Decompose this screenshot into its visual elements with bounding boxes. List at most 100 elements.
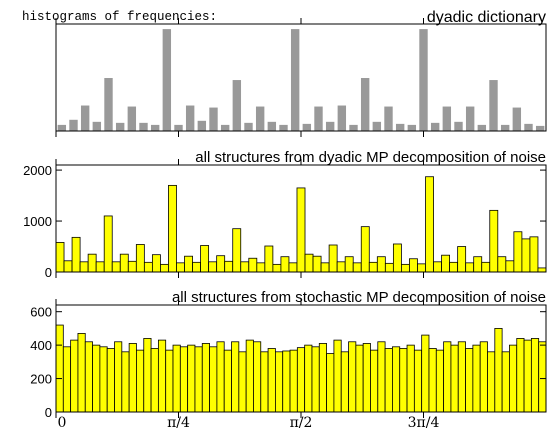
bar xyxy=(92,121,102,131)
bar xyxy=(336,261,346,273)
y-tick-label: 1000 xyxy=(23,214,52,229)
bar xyxy=(457,246,467,273)
bar xyxy=(489,80,498,131)
bar xyxy=(505,260,515,273)
bar xyxy=(501,351,510,413)
bar xyxy=(99,346,108,413)
bar xyxy=(392,243,402,273)
bar xyxy=(443,341,452,413)
bar xyxy=(360,78,370,131)
y-tick-label: 600 xyxy=(30,305,52,320)
panel-title: all structures from dyadic MP decomposit… xyxy=(195,149,546,166)
bar xyxy=(421,334,430,413)
bar xyxy=(240,261,250,273)
bar xyxy=(376,256,386,273)
bar xyxy=(248,257,258,273)
y-tick-label: 0 xyxy=(45,265,52,280)
bar xyxy=(406,344,415,413)
bar xyxy=(430,122,440,131)
bar xyxy=(487,351,496,413)
bar xyxy=(500,124,510,131)
bar xyxy=(450,344,459,413)
bar xyxy=(384,106,393,131)
bar xyxy=(304,344,313,413)
bar xyxy=(289,349,298,413)
bar xyxy=(409,258,418,273)
bar xyxy=(272,263,282,273)
bar xyxy=(433,261,442,273)
bar xyxy=(136,349,145,413)
bar xyxy=(392,346,401,413)
bar xyxy=(208,261,218,273)
bar xyxy=(168,184,177,273)
bar xyxy=(174,124,183,131)
x-tick-label: π/4 xyxy=(167,415,190,431)
bar xyxy=(216,341,225,413)
bar xyxy=(395,123,405,131)
bar xyxy=(256,262,266,273)
bar xyxy=(115,122,125,131)
bar xyxy=(304,253,314,273)
bar xyxy=(449,261,459,273)
bar xyxy=(274,351,284,413)
y-tick-label: 400 xyxy=(30,338,52,353)
bar xyxy=(479,341,488,413)
bar xyxy=(417,263,426,273)
bar xyxy=(465,262,475,273)
bar xyxy=(428,348,437,413)
y-tick-label: 2000 xyxy=(23,163,52,178)
bar xyxy=(127,106,137,131)
bar xyxy=(442,106,452,131)
bar xyxy=(384,348,393,413)
bar xyxy=(139,122,148,131)
bar xyxy=(314,106,323,131)
bar xyxy=(288,262,298,273)
bar xyxy=(530,338,540,413)
bar xyxy=(135,244,145,273)
bar xyxy=(513,231,523,273)
bar xyxy=(114,341,123,413)
bar xyxy=(95,261,105,273)
bar xyxy=(176,262,185,273)
bar xyxy=(457,341,466,413)
bar xyxy=(302,123,312,131)
bar xyxy=(216,255,226,273)
bar xyxy=(494,328,503,413)
bar xyxy=(535,125,545,131)
bar xyxy=(172,344,181,413)
bar xyxy=(209,346,218,413)
bar xyxy=(326,353,335,413)
bar xyxy=(368,261,378,273)
bar xyxy=(537,267,547,273)
bar xyxy=(223,349,232,413)
bar xyxy=(224,260,234,273)
bar xyxy=(349,124,358,131)
bar xyxy=(465,106,475,131)
panel-title: all structures from stochastic MP decomp… xyxy=(172,289,546,306)
bar xyxy=(192,261,201,273)
bar xyxy=(320,262,330,273)
bar xyxy=(509,344,518,413)
bar xyxy=(71,236,81,273)
bar xyxy=(312,255,322,273)
bar xyxy=(435,349,445,413)
bar xyxy=(231,341,240,413)
bar xyxy=(119,253,129,273)
bar xyxy=(160,263,169,273)
bar xyxy=(87,253,97,273)
bar xyxy=(325,121,335,131)
bar xyxy=(465,348,474,413)
bar xyxy=(348,341,357,413)
bar xyxy=(104,78,113,131)
bar xyxy=(454,121,463,131)
y-tick-label: 200 xyxy=(30,372,52,387)
bar xyxy=(201,343,210,413)
bar xyxy=(260,351,269,413)
bar xyxy=(516,338,525,413)
bar xyxy=(497,256,507,273)
bar xyxy=(63,260,73,273)
bar xyxy=(127,260,137,273)
bar xyxy=(200,245,210,273)
bar xyxy=(106,348,115,413)
